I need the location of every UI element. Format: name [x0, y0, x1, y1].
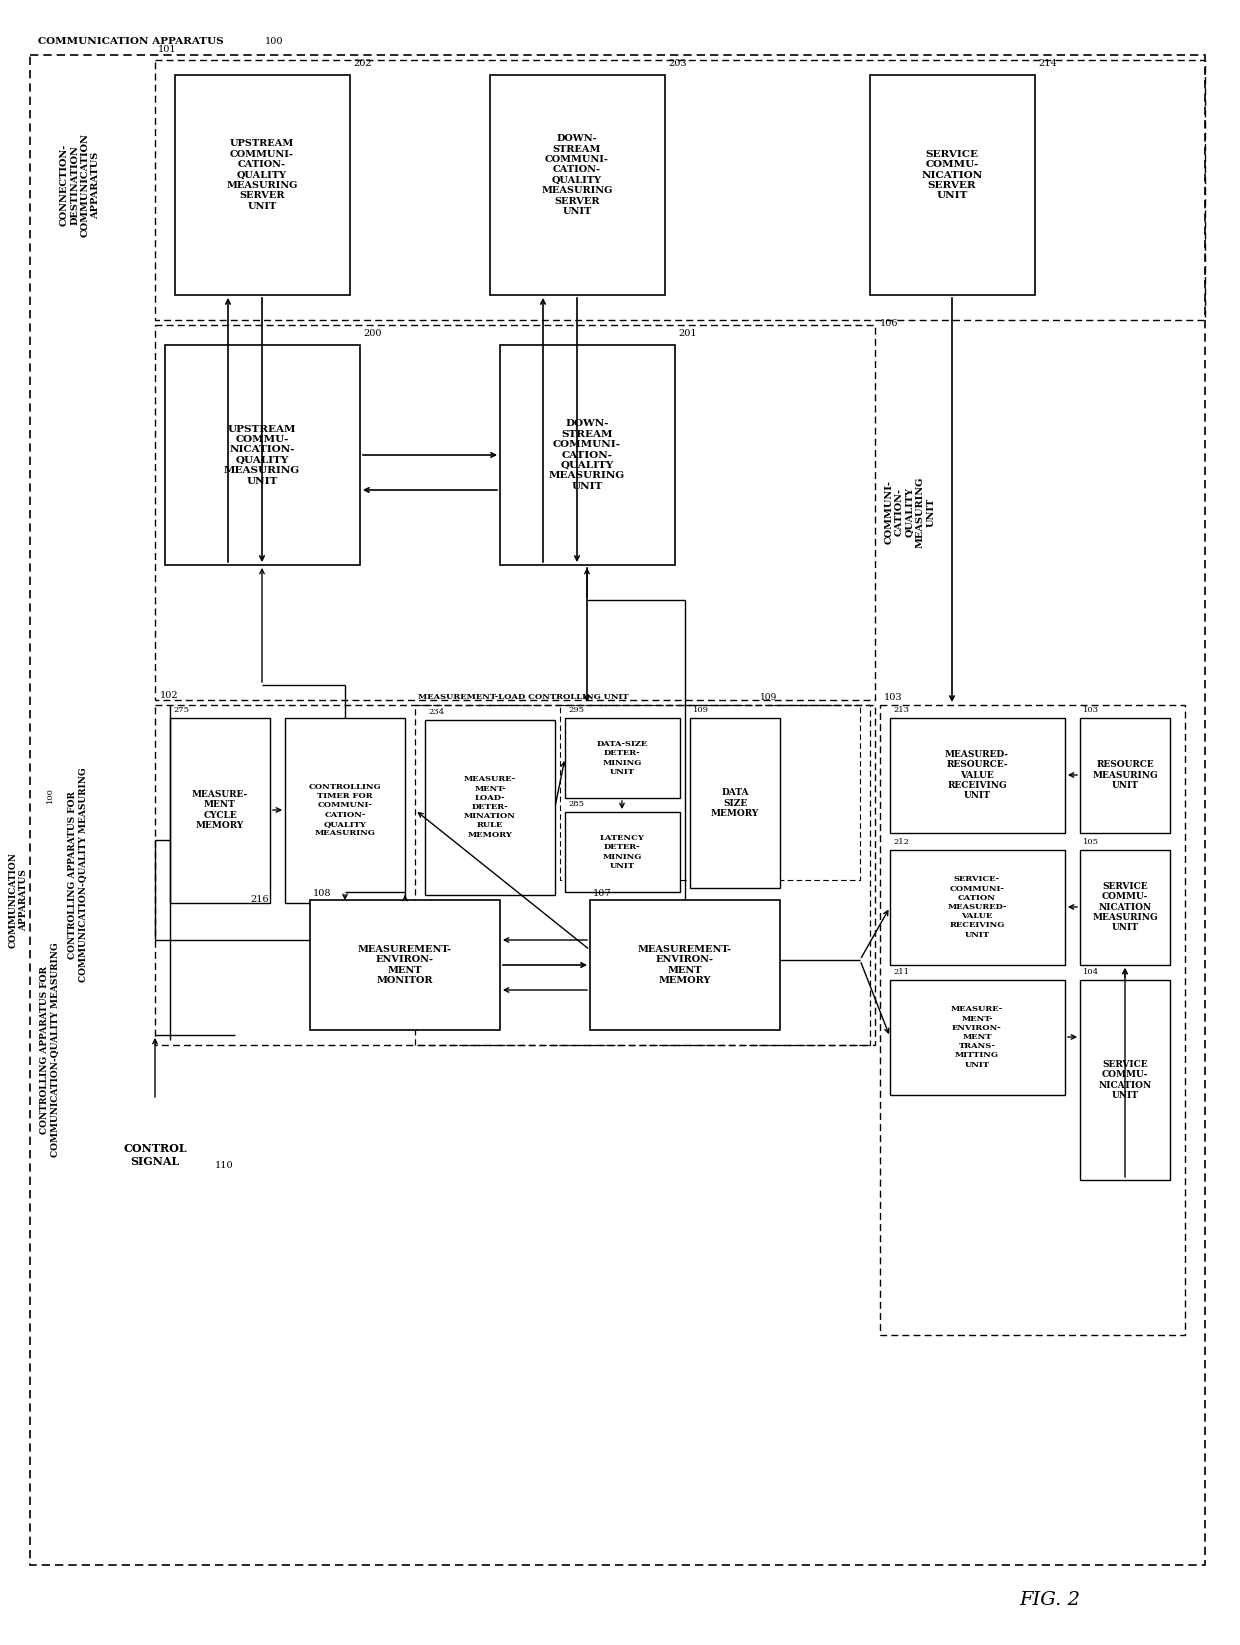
Text: 213: 213 [893, 706, 909, 714]
Text: 103: 103 [884, 693, 903, 701]
Text: COMMUNICATION APPARATUS: COMMUNICATION APPARATUS [38, 38, 223, 46]
Text: SERVICE
COMMU-
NICATION
UNIT: SERVICE COMMU- NICATION UNIT [1099, 1059, 1152, 1101]
Text: 200: 200 [363, 329, 382, 337]
Text: COMMUNI-
CATION-
QUALITY
MEASURING
UNIT: COMMUNI- CATION- QUALITY MEASURING UNIT [884, 477, 935, 548]
Bar [285, 717, 405, 903]
Bar [1080, 850, 1171, 966]
Bar [890, 980, 1065, 1096]
Bar [1080, 980, 1171, 1179]
Bar [565, 813, 680, 892]
Text: MEASUREMENT-LOAD CONTROLLING UNIT: MEASUREMENT-LOAD CONTROLLING UNIT [418, 693, 629, 701]
Text: 106: 106 [880, 319, 899, 327]
Text: 101: 101 [157, 46, 176, 54]
Bar [155, 706, 305, 1045]
Bar [155, 326, 875, 701]
Bar [689, 717, 780, 888]
Text: MEASURE-
MENT-
ENVIRON-
MENT
TRANS-
MITTING
UNIT: MEASURE- MENT- ENVIRON- MENT TRANS- MITT… [951, 1005, 1003, 1069]
Text: 103: 103 [1083, 706, 1099, 714]
Bar [165, 345, 360, 564]
Text: 201: 201 [678, 329, 697, 337]
Text: 100: 100 [46, 786, 55, 803]
Bar [175, 76, 350, 294]
Bar [170, 717, 270, 903]
Text: COMMUNICATION
APPARATUS: COMMUNICATION APPARATUS [9, 852, 27, 948]
Text: 212: 212 [893, 837, 909, 846]
Text: UPSTREAM
COMMU-
NICATION-
QUALITY
MEASURING
UNIT: UPSTREAM COMMU- NICATION- QUALITY MEASUR… [224, 424, 300, 485]
Text: DATA-SIZE
DETER-
MINING
UNIT: DATA-SIZE DETER- MINING UNIT [596, 740, 647, 776]
Text: CONNECTION-
DESTINATION
COMMUNICATION
APPARATUS: CONNECTION- DESTINATION COMMUNICATION AP… [60, 133, 100, 237]
Text: CONTROLLING APPARATUS FOR
COMMUNICATION-QUALITY MEASURING: CONTROLLING APPARATUS FOR COMMUNICATION-… [68, 768, 88, 982]
Bar [155, 706, 875, 1045]
Bar [415, 706, 870, 1045]
Bar [1080, 717, 1171, 832]
Text: MEASUREMENT-
ENVIRON-
MENT
MONITOR: MEASUREMENT- ENVIRON- MENT MONITOR [358, 944, 453, 985]
Text: SERVICE
COMMU-
NICATION
MEASURING
UNIT: SERVICE COMMU- NICATION MEASURING UNIT [1092, 882, 1158, 933]
Text: DOWN-
STREAM
COMMUNI-
CATION-
QUALITY
MEASURING
SERVER
UNIT: DOWN- STREAM COMMUNI- CATION- QUALITY ME… [542, 135, 613, 215]
Text: MEASUREMENT-
ENVIRON-
MENT
MEMORY: MEASUREMENT- ENVIRON- MENT MEMORY [639, 944, 732, 985]
Text: 295: 295 [568, 706, 584, 714]
Bar [155, 59, 1205, 321]
Text: 211: 211 [893, 967, 909, 975]
Bar [310, 900, 500, 1030]
Bar [425, 721, 556, 895]
Text: 104: 104 [1083, 967, 1099, 975]
Text: SERVICE-
COMMUNI-
CATION
MEASURED-
VALUE
RECEIVING
UNIT: SERVICE- COMMUNI- CATION MEASURED- VALUE… [947, 875, 1007, 939]
Bar [565, 717, 680, 798]
Text: CONTROLLING APPARATUS FOR
COMMUNICATION-QUALITY MEASURING: CONTROLLING APPARATUS FOR COMMUNICATION-… [40, 943, 60, 1158]
Text: 275: 275 [174, 706, 188, 714]
Bar [560, 706, 861, 880]
Bar [890, 850, 1065, 966]
Text: LATENCY
DETER-
MINING
UNIT: LATENCY DETER- MINING UNIT [600, 834, 645, 870]
Text: 108: 108 [312, 888, 331, 898]
Text: 214: 214 [1038, 59, 1056, 67]
Text: CONTROL
SIGNAL: CONTROL SIGNAL [123, 1143, 187, 1166]
Text: 285: 285 [568, 799, 584, 808]
Text: SERVICE
COMMU-
NICATION
SERVER
UNIT: SERVICE COMMU- NICATION SERVER UNIT [921, 150, 982, 201]
Text: MEASURE-
MENT
CYCLE
MEMORY: MEASURE- MENT CYCLE MEMORY [192, 790, 248, 831]
Text: 100: 100 [265, 38, 284, 46]
Bar [490, 76, 665, 294]
Bar [870, 76, 1035, 294]
Text: 234: 234 [428, 707, 444, 716]
Text: DATA
SIZE
MEMORY: DATA SIZE MEMORY [711, 788, 759, 818]
Text: CONTROLLING
TIMER FOR
COMMUNI-
CATION-
QUALITY
MEASURING: CONTROLLING TIMER FOR COMMUNI- CATION- Q… [309, 783, 382, 837]
Text: DOWN-
STREAM
COMMUNI-
CATION-
QUALITY
MEASURING
UNIT: DOWN- STREAM COMMUNI- CATION- QUALITY ME… [549, 419, 625, 490]
Text: MEASURED-
RESOURCE-
VALUE
RECEIVING
UNIT: MEASURED- RESOURCE- VALUE RECEIVING UNIT [945, 750, 1009, 801]
Text: 107: 107 [593, 888, 611, 898]
Bar [890, 717, 1065, 832]
Text: 203: 203 [668, 59, 687, 67]
Text: 105: 105 [1083, 837, 1099, 846]
Text: 202: 202 [353, 59, 372, 67]
Text: 110: 110 [215, 1160, 233, 1170]
Text: UPSTREAM
COMMUNI-
CATION-
QUALITY
MEASURING
SERVER
UNIT: UPSTREAM COMMUNI- CATION- QUALITY MEASUR… [227, 140, 298, 211]
Text: FIG. 2: FIG. 2 [1019, 1591, 1080, 1609]
Text: RESOURCE
MEASURING
UNIT: RESOURCE MEASURING UNIT [1092, 760, 1158, 790]
Bar [590, 900, 780, 1030]
Text: 109: 109 [693, 706, 709, 714]
Text: MEASURE-
MENT-
LOAD-
DETER-
MINATION
RULE
MEMORY: MEASURE- MENT- LOAD- DETER- MINATION RUL… [464, 775, 516, 839]
Text: 102: 102 [160, 691, 179, 699]
Bar [880, 706, 1185, 1336]
Bar [500, 345, 675, 564]
Text: 216: 216 [250, 895, 269, 905]
Text: 109: 109 [760, 693, 777, 701]
